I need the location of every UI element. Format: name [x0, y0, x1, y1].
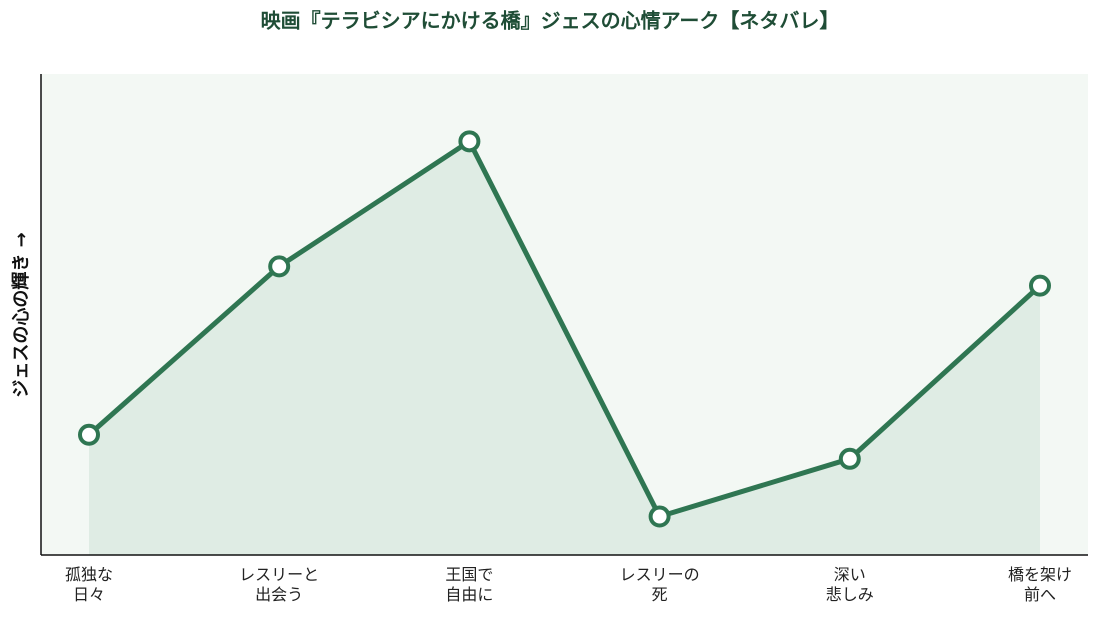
marker [1029, 274, 1051, 297]
x-tick-label: レスリーの 死 [619, 565, 700, 604]
y-axis-label: ジェスの心の輝き → [11, 232, 32, 397]
x-tick-label: 橋を架け 前へ [1007, 565, 1072, 604]
marker [268, 255, 291, 278]
marker [648, 505, 671, 528]
marker [838, 447, 861, 470]
x-tick-label: 深い 悲しみ [825, 565, 874, 604]
line [87, 138, 1042, 520]
marker [78, 423, 100, 446]
x-tick-label: レスリーと 出会う [239, 565, 320, 604]
chart-title: 映画『テラビシアにかける橋』ジェスの心情アーク【ネタバレ】 [261, 9, 840, 33]
marker [458, 130, 481, 153]
x-tick-label: 王国で 自由に [445, 565, 494, 604]
area [89, 141, 1040, 555]
x-tick-label: 孤独な 日々 [64, 565, 113, 604]
